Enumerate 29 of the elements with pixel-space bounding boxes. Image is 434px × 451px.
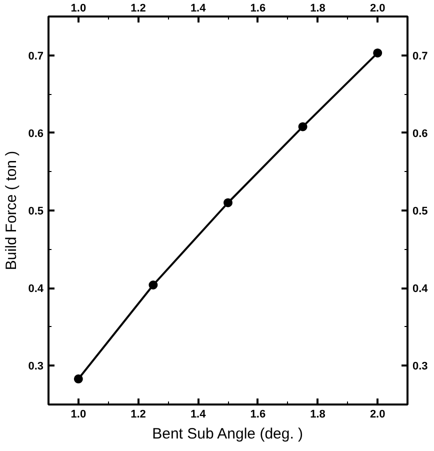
x2-tick-label: 1.4 [190, 408, 207, 420]
y-tick-label: 0.5 [28, 206, 44, 218]
x2-tick-label: 2.0 [370, 408, 386, 420]
x-tick-label: 1.0 [70, 2, 86, 14]
y-axis-title: Build Force ( ton ) [3, 150, 20, 270]
point [298, 122, 308, 132]
point [148, 280, 158, 290]
y-tick-label: 0.7 [28, 50, 44, 62]
x2-tick-label: 1.8 [310, 408, 326, 420]
x-tick-label: 2.0 [370, 2, 386, 14]
point [224, 198, 232, 208]
x-axis-title: Bent Sub Angle (deg. ) [152, 426, 304, 442]
y-tick-label: 0.3 [28, 360, 44, 373]
y2-tick-label: 0.7 [412, 50, 428, 62]
x-tick-label: 1.2 [130, 2, 146, 14]
x2-tick-label: 1.2 [130, 408, 146, 420]
y-tick-label: 0.4 [28, 283, 44, 296]
y2-tick-label: 0.6 [412, 128, 428, 140]
y2-tick-label: 0.3 [412, 360, 428, 373]
point [74, 374, 83, 384]
x2-tick-label: 1.0 [70, 408, 86, 420]
x-tick-label: 1.8 [310, 2, 326, 14]
y2-tick-label: 0.5 [412, 206, 428, 218]
y-tick-label: 0.6 [28, 128, 44, 140]
x-tick-label: 1.6 [250, 2, 266, 14]
y2-tick-label: 0.4 [412, 283, 429, 296]
x-tick-label: 1.4 [190, 2, 207, 14]
point [373, 48, 382, 58]
x2-tick-label: 1.6 [250, 408, 266, 420]
